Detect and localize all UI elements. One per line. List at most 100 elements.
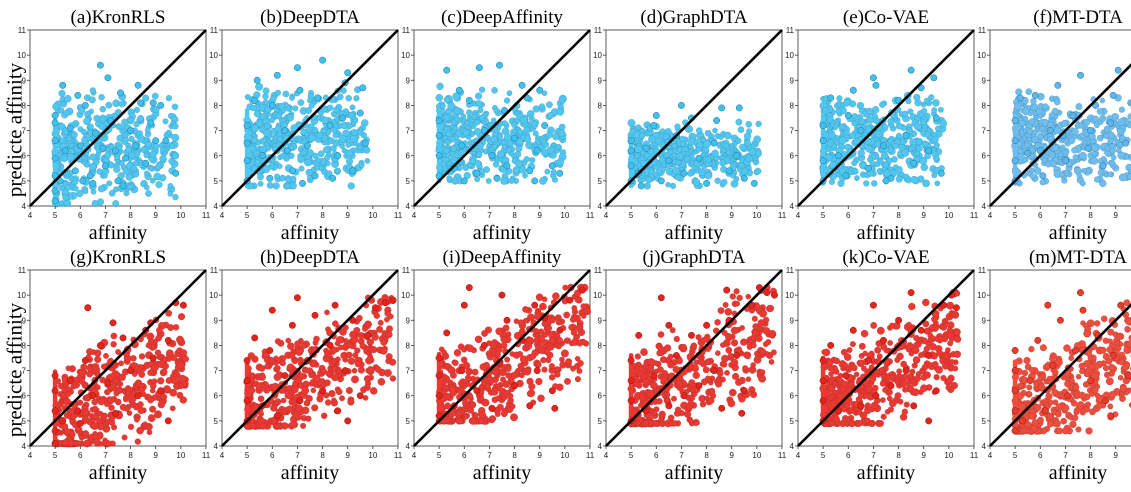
data-point (334, 407, 342, 415)
scatter-point-fill (838, 136, 847, 145)
scatter-point-fill (308, 102, 315, 109)
data-point (127, 367, 135, 375)
x-tick-label: 5 (245, 451, 250, 460)
scatter-point-fill (128, 151, 136, 159)
scatter-point-fill (276, 163, 283, 169)
data-point (458, 367, 466, 375)
scatter-point-fill (339, 395, 345, 402)
data-point (493, 174, 501, 182)
scatter-point-fill (1071, 128, 1079, 136)
scatter-point-fill (750, 143, 757, 150)
data-point (458, 142, 466, 150)
scatter-point-fill (97, 431, 104, 438)
scatter-point-fill (305, 107, 312, 114)
scatter-point-fill (328, 390, 336, 398)
data-point (381, 299, 389, 307)
data-point (344, 69, 352, 77)
scatter-point-fill (931, 135, 939, 144)
y-tick-label: 8 (22, 101, 27, 110)
scatter-point-fill (570, 316, 577, 323)
y-tick-label: 6 (406, 392, 411, 401)
scatter-point-fill (469, 402, 476, 409)
scatter-point-fill (289, 182, 297, 190)
scatter-point-fill (490, 135, 498, 144)
data-point (142, 159, 150, 167)
scatter-point-fill (353, 95, 360, 102)
scatter-point-fill (748, 148, 757, 156)
scatter-point-fill (436, 82, 444, 90)
scatter-point-fill (113, 165, 121, 173)
scatter-point-fill (836, 95, 843, 102)
scatter-point-fill (456, 386, 465, 394)
data-point (389, 296, 397, 304)
scatter-point-fill (558, 96, 566, 104)
scatter-point-fill (506, 90, 513, 97)
data-point (435, 372, 443, 380)
scatter-point-fill (839, 124, 846, 131)
scatter-point-fill (866, 107, 873, 115)
scatter-point-fill (921, 108, 928, 115)
scatter-point-fill (634, 145, 643, 153)
scatter-point-fill (153, 143, 160, 150)
scatter-point-fill (1039, 179, 1046, 186)
scatter-point-fill (714, 319, 721, 326)
scatter-point-fill (251, 124, 259, 133)
y-tick-label: 9 (406, 76, 411, 85)
scatter-point-fill (657, 331, 665, 338)
scatter-point-fill (680, 343, 687, 351)
x-tick-label: 6 (1038, 211, 1043, 220)
data-point (51, 427, 59, 435)
x-tick-label: 8 (320, 211, 325, 220)
data-point (296, 397, 304, 405)
data-point (1107, 119, 1115, 127)
scatter-point-fill (500, 410, 508, 418)
scatter-point-fill (1081, 167, 1087, 174)
scatter-point-fill (445, 130, 452, 137)
scatter-point-fill (547, 112, 554, 119)
scatter-point-fill (865, 145, 873, 153)
scatter-point-fill (376, 325, 384, 333)
scatter-point-fill (544, 168, 551, 175)
scatter-point-fill (284, 182, 291, 190)
scatter-point-fill (496, 150, 505, 159)
data-point (473, 387, 481, 395)
x-tick-label: 11 (586, 451, 595, 460)
scatter-point-fill (500, 376, 506, 383)
scatter-point-fill (115, 349, 121, 355)
scatter-point-fill (753, 135, 761, 144)
y-tick-label: 8 (982, 101, 987, 110)
scatter-point-fill (450, 145, 457, 152)
data-point (101, 162, 109, 170)
scatter-point-fill (879, 101, 886, 108)
scatter-point-fill (691, 364, 700, 373)
data-point (627, 162, 635, 170)
scatter-point-fill (270, 404, 278, 412)
panel-title: (i)DeepAffinity (443, 247, 562, 268)
scatter-point-fill (279, 152, 286, 159)
scatter-point-fill (347, 182, 355, 190)
scatter-point-fill (648, 135, 656, 143)
scatter-point-fill (63, 109, 70, 116)
y-tick-label: 11 (18, 26, 27, 35)
scatter-point-fill (564, 337, 571, 344)
data-point (1011, 117, 1019, 124)
scatter-point-fill (910, 175, 918, 184)
data-point (119, 334, 127, 342)
scatter-point-fill (300, 149, 307, 156)
data-point (89, 392, 97, 400)
scatter-point-fill (324, 154, 331, 161)
data-point (548, 387, 556, 395)
scatter-point-fill (525, 342, 533, 350)
data-point (1122, 139, 1130, 147)
y-tick-label: 7 (214, 367, 219, 376)
scatter-point-fill (869, 160, 876, 167)
scatter-point-fill (469, 157, 477, 165)
scatter-point-fill (449, 136, 456, 143)
scatter-point-fill (351, 367, 358, 374)
x-tick-label: 11 (778, 211, 787, 220)
scatter-point-fill (759, 309, 767, 318)
scatter-point-fill (522, 306, 529, 313)
scatter-point-fill (828, 131, 836, 139)
data-point (314, 94, 321, 102)
scatter-point-fill (262, 87, 270, 95)
